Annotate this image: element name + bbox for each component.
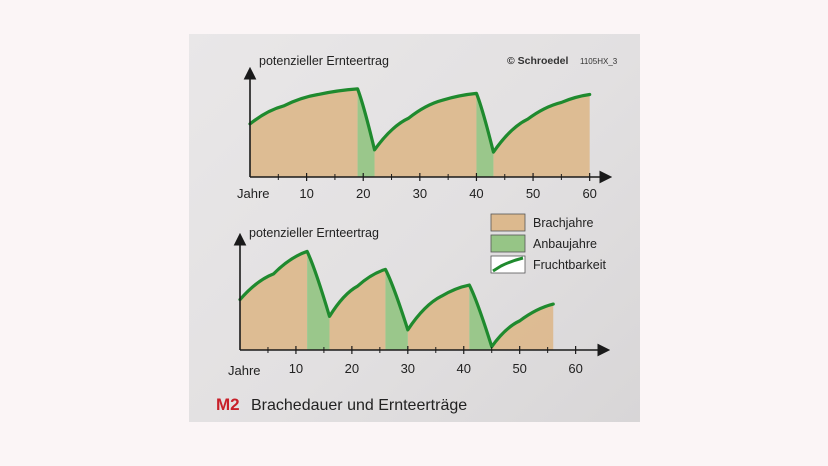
legend-label-cultivation: Anbaujahre [533,237,597,251]
caption-label: M2 [216,395,240,414]
fallow-area-2 [374,93,477,177]
fertility-curve [248,87,592,154]
copyright-code: 1105HX_3 [580,57,618,66]
fallow-area-1 [240,251,308,350]
legend-swatch-cultivation [490,234,526,253]
legend-swatch-fallow [490,213,526,232]
caption-title: Brachedauer und Ernteerträge [251,397,467,414]
fallow-area-4 [491,304,554,350]
chart-bottom-fertility-line [238,249,555,349]
x-tick-label-30: 30 [413,186,427,201]
x-tick-label-20: 20 [356,186,370,201]
fallow-area-3 [407,285,470,350]
chart-top-fertility-line [248,87,592,154]
cultivation-area-2 [476,93,494,177]
x-tick-label-50: 50 [512,361,526,376]
chart-bottom-x-ticks: 10 20 30 40 50 60 [267,346,583,376]
legend: Brachjahre Anbaujahre Fruchtbarkeit [490,213,606,274]
x-tick-label-60: 60 [582,186,596,201]
figure-canvas: © Schroedel 1105HX_3 10 20 30 40 50 60 potenz… [216,54,618,414]
chart-top-cultivation-areas [357,88,494,177]
cultivation-area-1 [307,251,330,350]
x-tick-label-40: 40 [457,361,471,376]
chart-top: 10 20 30 40 50 60 potenzieller Ernteertrag Ja… [237,54,613,201]
chart-top-y-label: potenzieller Ernteertrag [259,54,389,68]
x-tick-label-10: 10 [289,361,303,376]
fallow-area-3 [493,94,590,177]
cultivation-area-2 [385,269,408,350]
x-tick-label-60: 60 [568,361,582,376]
cultivation-area-1 [357,88,375,177]
copyright-label: © Schroedel [507,55,569,67]
x-tick-label-10: 10 [299,186,313,201]
legend-label-fallow: Brachjahre [533,216,593,230]
x-tick-label-30: 30 [401,361,415,376]
chart-top-fallow-areas [250,88,590,177]
legend-fertility-line-icon [492,256,524,273]
chart-bottom-y-label: potenzieller Ernteertrag [249,226,379,240]
chart-bottom-x-label: Jahre [228,363,261,378]
x-tick-label-50: 50 [526,186,540,201]
fallow-area-2 [329,269,386,350]
chart-top-x-ticks: 10 20 30 40 50 60 [277,173,597,201]
legend-label-fertility: Fruchtbarkeit [533,258,606,272]
chart-bottom-fallow-areas [240,251,554,350]
fallow-area-1 [250,88,358,177]
x-tick-label-20: 20 [345,361,359,376]
x-tick-label-40: 40 [469,186,483,201]
textbook-photo: © Schroedel 1105HX_3 10 20 30 40 50 60 potenz… [189,34,640,422]
chart-top-x-label: Jahre [237,186,270,201]
fertility-curve [238,249,555,349]
chart-bottom: 10 20 30 40 50 60 potenzieller Ernteertrag Ja… [228,226,611,378]
